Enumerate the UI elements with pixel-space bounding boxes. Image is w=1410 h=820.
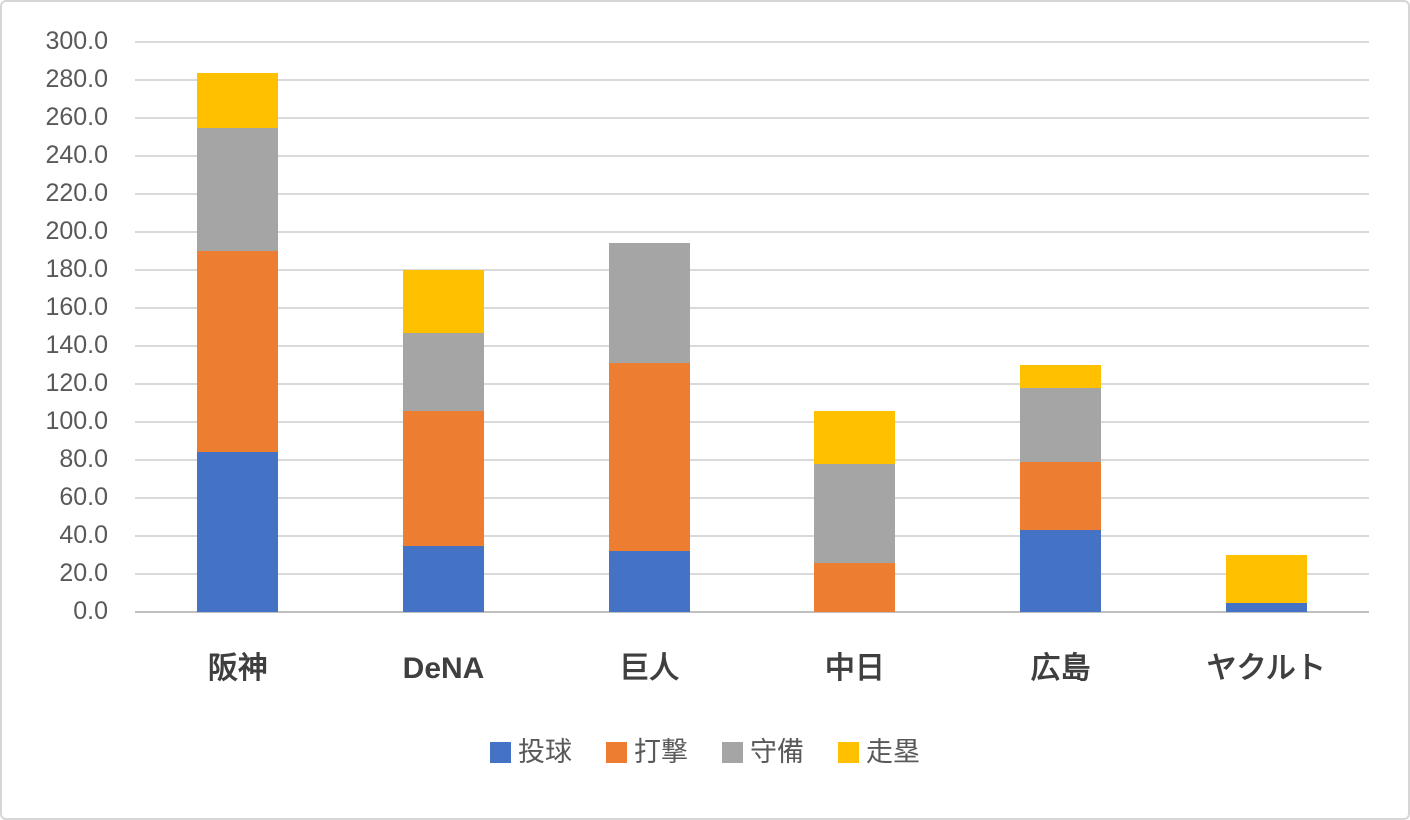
- y-tick-label-100.0: 100.0: [45, 407, 108, 435]
- legend-item-打撃: 打撃: [606, 739, 688, 766]
- y-tick-label-40.0: 40.0: [59, 521, 108, 549]
- bar-stack-巨人: [608, 243, 690, 612]
- bar-segment-守備-中日: [814, 463, 896, 563]
- legend-label: 投球: [518, 737, 572, 767]
- bar-stack-ヤクルト: [1225, 555, 1307, 612]
- x-axis-label-中日: 中日: [824, 652, 885, 685]
- bar-segment-走塁-ヤクルト: [1225, 555, 1307, 603]
- y-tick-label-280.0: 280.0: [45, 65, 108, 93]
- gridline-200: [135, 231, 1369, 233]
- legend-item-守備: 守備: [722, 739, 804, 766]
- legend-item-投球: 投球: [490, 739, 572, 766]
- bar-segment-守備-巨人: [608, 243, 690, 364]
- y-tick-label-140.0: 140.0: [45, 331, 108, 359]
- legend-swatch-icon: [838, 742, 859, 763]
- gridline-40: [135, 535, 1369, 537]
- bar-segment-投球-広島: [1020, 530, 1101, 612]
- bar-stack-中日: [814, 410, 896, 612]
- legend-swatch-icon: [606, 742, 627, 763]
- legend-label: 走塁: [866, 737, 920, 767]
- x-axis-label-DeNA: DeNA: [402, 652, 485, 685]
- gridline-240: [135, 155, 1369, 157]
- x-axis-label-ヤクルト: ヤクルト: [1206, 652, 1326, 685]
- y-tick-label-160.0: 160.0: [45, 293, 108, 321]
- legend-swatch-icon: [490, 742, 511, 763]
- bar-stack-DeNA: [403, 270, 484, 612]
- y-tick-label-120.0: 120.0: [45, 369, 108, 397]
- bar-segment-守備-広島: [1020, 387, 1101, 462]
- x-axis-line: [135, 611, 1369, 613]
- y-tick-label-260.0: 260.0: [45, 103, 108, 131]
- legend-item-走塁: 走塁: [838, 739, 920, 766]
- y-tick-label-220.0: 220.0: [45, 179, 108, 207]
- gridline-60: [135, 497, 1369, 499]
- y-tick-label-0.0: 0.0: [73, 597, 108, 625]
- gridline-80: [135, 459, 1369, 461]
- legend-label: 守備: [750, 737, 804, 767]
- bar-segment-打撃-中日: [814, 562, 896, 612]
- y-tick-label-300.0: 300.0: [45, 27, 108, 55]
- gridline-160: [135, 307, 1369, 309]
- bar-segment-打撃-DeNA: [403, 410, 484, 546]
- bar-segment-打撃-阪神: [197, 251, 279, 453]
- gridline-100: [135, 421, 1369, 423]
- legend-label: 打撃: [634, 737, 688, 767]
- gridline-300: [135, 41, 1369, 43]
- gridline-180: [135, 269, 1369, 271]
- gridline-220: [135, 193, 1369, 195]
- bar-segment-走塁-DeNA: [403, 270, 484, 333]
- y-tick-label-240.0: 240.0: [45, 141, 108, 169]
- bar-stack-阪神: [197, 73, 279, 612]
- bar-segment-走塁-阪神: [197, 73, 279, 128]
- x-axis-label-広島: 広島: [1030, 652, 1091, 685]
- bar-segment-走塁-広島: [1020, 365, 1101, 388]
- bar-segment-投球-阪神: [197, 452, 279, 612]
- bar-stack-広島: [1020, 365, 1101, 612]
- bar-segment-投球-DeNA: [403, 545, 484, 612]
- bar-segment-走塁-中日: [814, 410, 896, 464]
- gridline-120: [135, 383, 1369, 385]
- legend: 投球 打撃 守備 走塁: [2, 739, 1408, 766]
- x-axis-label-阪神: 阪神: [207, 652, 268, 685]
- x-axis-label-巨人: 巨人: [619, 652, 680, 685]
- y-tick-label-20.0: 20.0: [59, 559, 108, 587]
- bar-segment-守備-阪神: [197, 127, 279, 252]
- y-tick-label-80.0: 80.0: [59, 445, 108, 473]
- gridline-280: [135, 79, 1369, 81]
- legend-swatch-icon: [722, 742, 743, 763]
- bar-segment-守備-DeNA: [403, 332, 484, 411]
- bar-segment-打撃-広島: [1020, 461, 1101, 531]
- y-tick-label-60.0: 60.0: [59, 483, 108, 511]
- bar-segment-投球-巨人: [608, 551, 690, 612]
- bar-segment-投球-ヤクルト: [1225, 602, 1307, 612]
- gridline-260: [135, 117, 1369, 119]
- gridline-140: [135, 345, 1369, 347]
- bar-segment-打撃-巨人: [608, 363, 690, 552]
- y-tick-label-180.0: 180.0: [45, 255, 108, 283]
- gridline-20: [135, 573, 1369, 575]
- y-tick-label-200.0: 200.0: [45, 217, 108, 245]
